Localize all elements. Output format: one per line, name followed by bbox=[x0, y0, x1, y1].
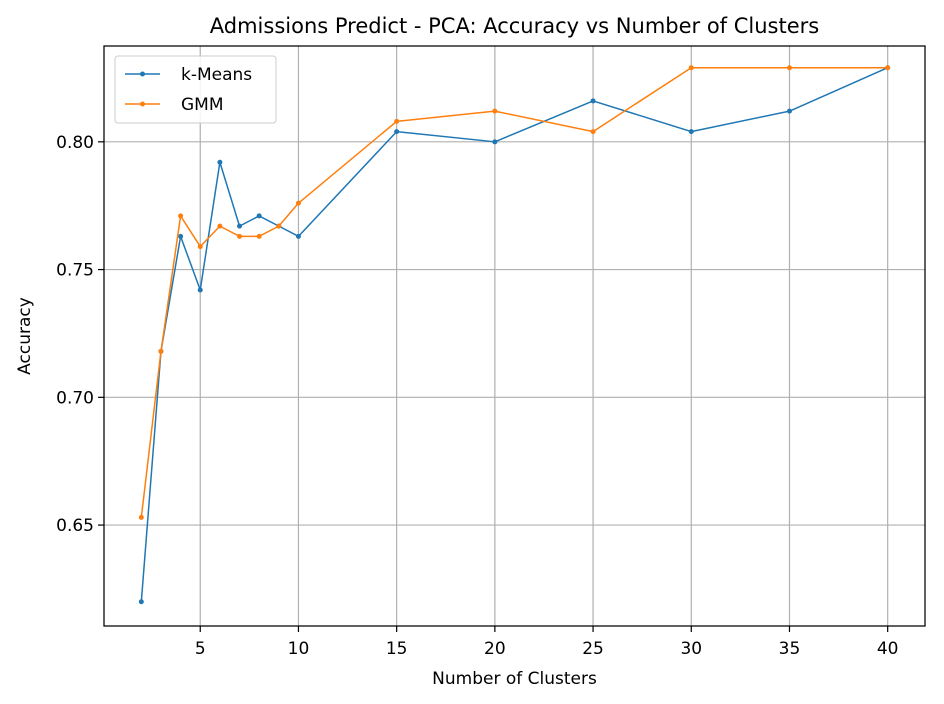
data-point-gmm bbox=[276, 223, 282, 229]
data-point-kmeans bbox=[295, 233, 301, 239]
data-point-kmeans bbox=[492, 139, 498, 145]
data-point-kmeans bbox=[394, 129, 400, 135]
data-point-kmeans bbox=[688, 129, 694, 135]
data-point-gmm bbox=[237, 233, 243, 239]
x-tick-label: 35 bbox=[779, 639, 801, 659]
plot-area bbox=[104, 46, 925, 626]
data-point-kmeans bbox=[256, 213, 262, 219]
data-point-gmm bbox=[885, 65, 891, 71]
data-point-gmm bbox=[138, 514, 144, 520]
legend-marker-gmm bbox=[140, 101, 145, 107]
y-tick-label: 0.75 bbox=[56, 261, 94, 281]
x-tick-label: 20 bbox=[484, 639, 506, 659]
chart-title: Admissions Predict - PCA: Accuracy vs Nu… bbox=[210, 14, 819, 38]
legend: k-Means GMM bbox=[114, 55, 277, 124]
x-tick-label: 25 bbox=[582, 639, 604, 659]
y-tick-label: 0.70 bbox=[56, 388, 94, 408]
x-tick-label: 30 bbox=[680, 639, 702, 659]
y-tick-label: 0.65 bbox=[56, 516, 94, 536]
data-point-gmm bbox=[394, 118, 400, 124]
data-point-gmm bbox=[256, 233, 262, 239]
x-tick-label: 40 bbox=[877, 639, 899, 659]
data-point-gmm bbox=[217, 223, 223, 229]
data-point-gmm bbox=[178, 213, 184, 219]
legend-label-kmeans: k-Means bbox=[181, 65, 252, 85]
legend-label-gmm: GMM bbox=[181, 95, 224, 115]
x-tick-label: 10 bbox=[288, 639, 310, 659]
grid bbox=[104, 46, 925, 626]
y-tick-label: 0.80 bbox=[56, 133, 94, 153]
data-point-gmm bbox=[295, 200, 301, 206]
data-point-kmeans bbox=[786, 108, 792, 114]
data-point-kmeans bbox=[590, 98, 596, 104]
data-point-gmm bbox=[590, 129, 596, 135]
legend-box bbox=[114, 55, 277, 124]
ticks: 5 10 15 20 25 30 35 40 0.65 0.70 0.75 0.80 bbox=[56, 133, 898, 659]
data-point-kmeans bbox=[138, 599, 144, 605]
data-point-gmm bbox=[492, 108, 498, 114]
legend-marker-kmeans bbox=[140, 71, 145, 77]
y-axis-label: Accuracy bbox=[15, 297, 35, 375]
data-point-kmeans bbox=[178, 233, 184, 239]
x-axis-label: Number of Clusters bbox=[432, 669, 597, 689]
x-tick-label: 15 bbox=[386, 639, 408, 659]
plot-frame bbox=[103, 45, 926, 627]
data-point-kmeans bbox=[217, 159, 223, 165]
data-point-gmm bbox=[197, 244, 203, 250]
data-point-gmm bbox=[158, 348, 164, 354]
x-tick-label: 5 bbox=[195, 639, 206, 659]
data-point-kmeans bbox=[237, 223, 243, 229]
data-point-kmeans bbox=[197, 287, 203, 293]
data-point-gmm bbox=[688, 65, 694, 71]
data-point-gmm bbox=[786, 65, 792, 71]
series-layer bbox=[138, 65, 891, 605]
